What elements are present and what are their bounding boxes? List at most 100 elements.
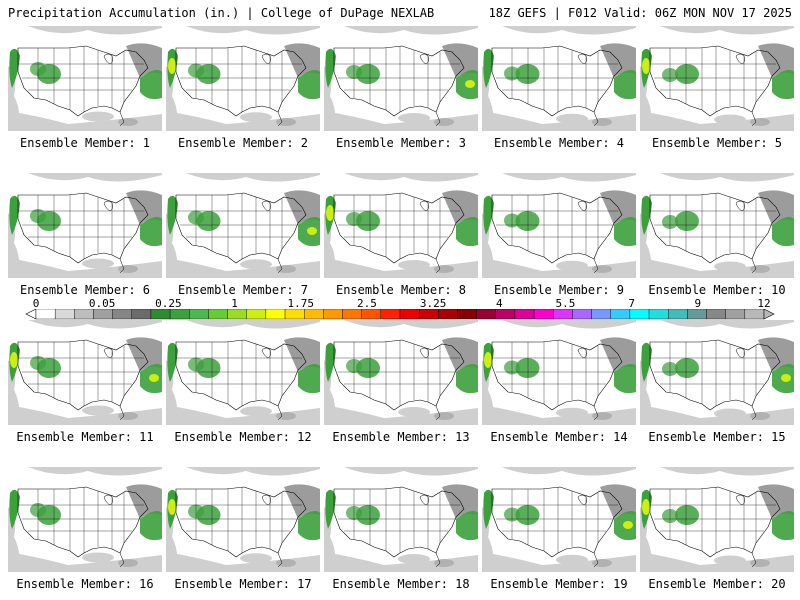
colorbar-swatch [361,309,382,320]
colorbar-swatch [342,309,362,320]
colorbar-swatch [457,309,477,320]
colorbar-tick-label: 1.75 [287,297,314,310]
colorbar-tick-label: 12 [757,297,771,310]
ensemble-panel: Ensemble Member: 12 [166,320,320,444]
ensemble-member-label: Ensemble Member: 5 [651,136,783,150]
precip-map [640,467,794,572]
ensemble-panel: Ensemble Member: 9 [482,173,636,297]
ensemble-panel: Ensemble Member: 18 [324,467,478,591]
ensemble-panel: Ensemble Member: 4 [482,26,636,150]
precip-map [640,320,794,425]
ensemble-panel: Ensemble Member: 6 [8,173,162,297]
colorbar-swatch [533,309,554,320]
colorbar-swatch [399,309,420,320]
colorbar-swatch [189,309,209,320]
ensemble-panel: Ensemble Member: 14 [482,320,636,444]
ensemble-panel: Ensemble Member: 10 [640,173,794,297]
precip-map [324,26,478,131]
ensemble-panel: Ensemble Member: 2 [166,26,320,150]
ensemble-member-label: Ensemble Member: 18 [332,577,470,591]
colorbar-swatch [553,309,573,320]
colorbar-swatch [112,309,132,320]
ensemble-panel: Ensemble Member: 13 [324,320,478,444]
colorbar-swatch [706,309,726,320]
colorbar-tick-label: 2.5 [356,297,377,310]
colorbar-left-arrow [25,309,37,320]
colorbar-swatch [284,309,305,320]
precip-map [324,320,478,425]
colorbar-swatch [629,309,650,320]
ensemble-member-label: Ensemble Member: 15 [648,430,786,444]
colorbar-tick-label: 0 [32,297,40,310]
ensemble-panel: Ensemble Member: 8 [324,173,478,297]
colorbar-graphic [25,309,775,320]
ensemble-panel: Ensemble Member: 1 [8,26,162,150]
precip-map [8,26,162,131]
ensemble-member-label: Ensemble Member: 7 [177,283,309,297]
colorbar-swatch [265,309,286,320]
colorbar-swatch [35,309,56,320]
precip-map [8,173,162,278]
ensemble-panel: Ensemble Member: 5 [640,26,794,150]
colorbar-tick-label: 7 [628,297,635,310]
colorbar-swatch [572,309,592,320]
colorbar-swatch [610,309,631,320]
colorbar-swatch [169,309,190,320]
precip-map [8,320,162,425]
colorbar-right-arrow [763,309,775,320]
colorbar-tick-label: 4 [495,297,503,310]
ensemble-member-label: Ensemble Member: 11 [16,430,154,444]
precip-map [482,173,636,278]
precip-map [324,467,478,572]
precip-map [482,26,636,131]
colorbar-swatch [514,309,535,320]
colorbar-swatch [687,309,707,320]
colorbar-swatch [495,309,516,320]
ensemble-member-label: Ensemble Member: 14 [490,430,628,444]
precip-map [482,320,636,425]
ensemble-member-label: Ensemble Member: 1 [19,136,151,150]
ensemble-member-label: Ensemble Member: 20 [648,577,786,591]
ensemble-member-label: Ensemble Member: 2 [177,136,309,150]
colorbar-swatch [131,309,152,320]
ensemble-panel: Ensemble Member: 20 [640,467,794,591]
ensemble-panel: Ensemble Member: 16 [8,467,162,591]
colorbar-swatch [93,309,113,320]
ensemble-member-label: Ensemble Member: 10 [648,283,786,297]
precip-map [166,173,320,278]
colorbar-swatch [418,309,439,320]
colorbar-tick-label: 0.05 [88,297,116,310]
colorbar-swatch [744,309,765,320]
colorbar-swatch [668,309,688,320]
precip-map [482,467,636,572]
colorbar-swatch [74,309,94,320]
colorbar-tick-label: 9 [694,297,702,310]
ensemble-panel: Ensemble Member: 7 [166,173,320,297]
precip-map [640,26,794,131]
colorbar-swatch [438,309,458,320]
ensemble-panel: Ensemble Member: 15 [640,320,794,444]
colorbar-tick-label: 1 [231,297,238,310]
colorbar-swatch [380,309,401,320]
ensemble-member-label: Ensemble Member: 3 [335,136,467,150]
colorbar-swatch [648,309,669,320]
colorbar-swatch [304,309,324,320]
ensemble-member-label: Ensemble Member: 16 [16,577,154,591]
colorbar-tick-label: 0.25 [155,297,182,310]
ensemble-panel: Ensemble Member: 11 [8,320,162,444]
precip-colorbar: 0 0.05 0.25 1 1.75 2.5 3.25 4 5.5 7 9 12 [0,297,800,320]
colorbar-swatch [150,309,171,320]
colorbar-swatch [208,309,228,320]
colorbar-swatch [54,309,75,320]
ensemble-member-label: Ensemble Member: 13 [332,430,470,444]
precip-map [166,320,320,425]
ensemble-member-label: Ensemble Member: 12 [174,430,312,444]
precip-map [640,173,794,278]
ensemble-member-label: Ensemble Member: 17 [174,577,312,591]
ensemble-member-label: Ensemble Member: 4 [493,136,625,150]
chart-title: Precipitation Accumulation (in.) | Colle… [8,6,435,20]
precip-map [166,467,320,572]
ensemble-member-label: Ensemble Member: 9 [493,283,625,297]
colorbar-tick-label: 3.25 [419,297,447,310]
